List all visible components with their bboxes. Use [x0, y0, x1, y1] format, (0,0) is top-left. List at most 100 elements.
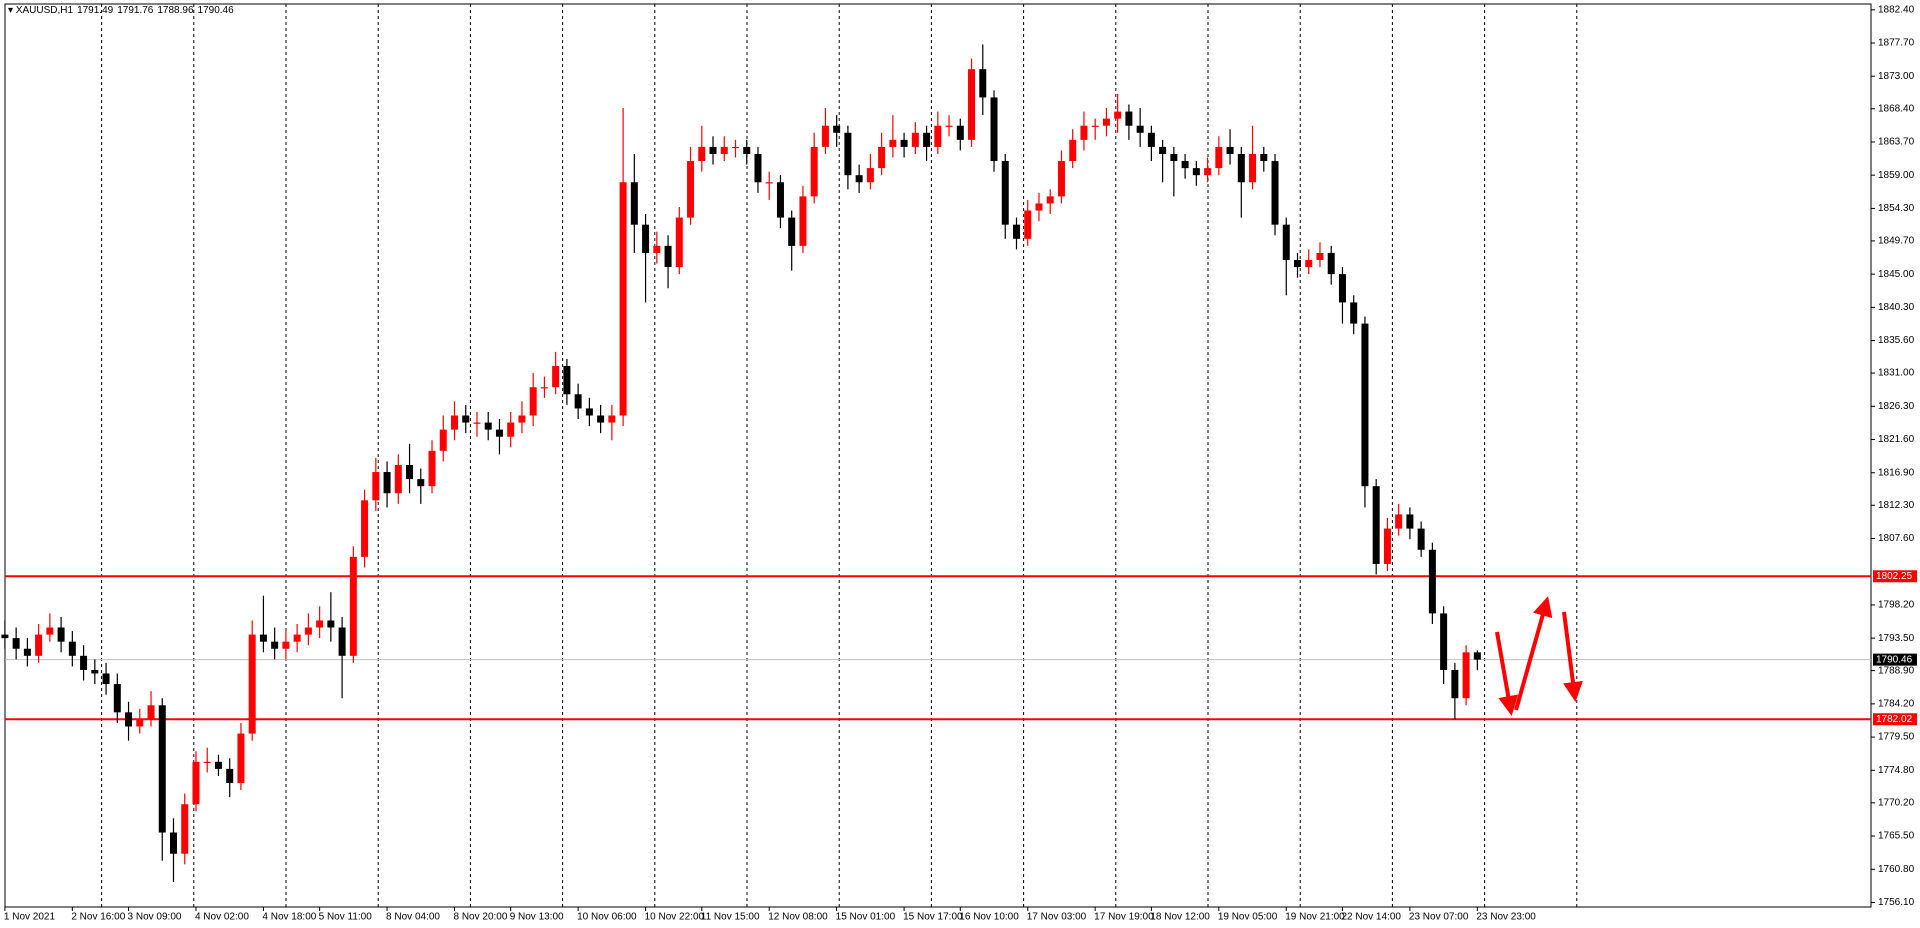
y-tick-label: 1798.20 [1878, 600, 1915, 611]
candle-body [642, 224, 650, 253]
level-label-bg [1873, 713, 1917, 726]
x-tick-label: 16 Nov 10:00 [959, 912, 1019, 923]
y-tick-label: 1784.20 [1878, 699, 1915, 710]
candle-body [889, 139, 897, 147]
last-open: 1791.49 [77, 5, 114, 16]
candle-body [990, 97, 998, 162]
y-tick-label: 1859.00 [1878, 170, 1915, 181]
x-tick-label: 2 Nov 16:00 [71, 912, 125, 923]
candle-body [765, 182, 773, 184]
candle-body [417, 479, 425, 487]
candle-body [451, 415, 458, 430]
candle-body [226, 768, 234, 784]
candle-body [46, 627, 54, 635]
candle-body [1282, 224, 1290, 261]
candle-body [23, 648, 31, 656]
candle-body [1, 634, 9, 639]
symbol: XAUUSD,H1 [15, 5, 74, 16]
candle-body [1417, 528, 1425, 550]
candle-body [12, 638, 20, 649]
candle-body [1080, 125, 1088, 140]
x-tick-label: 9 Nov 13:00 [510, 912, 564, 923]
candle-body [675, 217, 683, 268]
price-label: 1790.46 [1876, 654, 1913, 665]
candle-body [1159, 146, 1167, 154]
candle-body [664, 245, 672, 268]
candle-body [1181, 161, 1189, 169]
y-tick-label: 1793.50 [1878, 633, 1915, 644]
candle-body [1350, 302, 1358, 324]
candle-body [327, 620, 335, 628]
candle-body [473, 422, 481, 424]
x-tick-label: 23 Nov 23:00 [1476, 912, 1536, 923]
candle-body [1024, 210, 1032, 239]
candle-body [687, 161, 695, 218]
candle-body [945, 125, 953, 127]
candle-body [585, 408, 593, 416]
candle-body [35, 634, 43, 656]
candle-body [878, 146, 886, 169]
y-tick-label: 1807.60 [1878, 533, 1915, 544]
y-tick-label: 1840.30 [1878, 302, 1915, 313]
candle-body [1046, 196, 1054, 204]
candle-body [1271, 161, 1279, 225]
candle-body [810, 146, 818, 197]
y-tick-label: 1774.80 [1878, 765, 1915, 776]
last-high: 1791.76 [117, 5, 154, 16]
candle-body [1069, 139, 1077, 162]
candle-body [1226, 146, 1234, 154]
vertical-grid [101, 4, 1578, 907]
candle-body [709, 146, 717, 154]
candle-body [934, 125, 942, 147]
candle-body [754, 153, 762, 183]
candle-body [619, 182, 627, 416]
candle-body [1192, 168, 1200, 176]
chart-header: ▾ XAUUSD,H1 1791.49 1791.76 1788.96 1790.46 [8, 5, 234, 16]
plot-layer: 1882.40 1877.70 1873.00 1868.40 1863.70 1859.… [1, 4, 1917, 923]
candle-body [214, 761, 222, 769]
candle-body [1428, 549, 1436, 614]
candle-body [383, 472, 391, 494]
candle-body [394, 464, 402, 494]
candle-body [529, 387, 537, 416]
candle-body [821, 125, 829, 147]
candle-body [743, 146, 751, 154]
candle-body [1294, 260, 1301, 268]
candle-body [844, 132, 852, 176]
x-tick-label: 8 Nov 20:00 [454, 912, 508, 923]
candle-body [833, 125, 841, 133]
candle-body [855, 175, 863, 183]
candle-body [788, 217, 796, 246]
candle-body [732, 146, 739, 149]
candle-body [361, 500, 369, 557]
candle-body [540, 387, 548, 389]
arrow [1562, 611, 1583, 702]
x-tick-label: 5 Nov 11:00 [319, 912, 373, 923]
candle-body [866, 168, 874, 183]
candle-body [406, 464, 414, 480]
y-tick-label: 1863.70 [1878, 137, 1915, 148]
candle-body [304, 627, 312, 635]
candle-body [1372, 486, 1380, 564]
candle-body [799, 196, 807, 246]
y-tick-label: 1831.00 [1878, 368, 1915, 379]
candle-body [1451, 669, 1459, 699]
candle-body [1215, 146, 1223, 169]
candle-body [1327, 252, 1335, 275]
x-tick-label: 4 Nov 18:00 [262, 912, 316, 923]
y-tick-label: 1882.40 [1878, 4, 1915, 15]
candle-body [80, 655, 88, 670]
candle-body [900, 139, 908, 147]
candle-body [237, 733, 245, 784]
candle-body [1462, 652, 1470, 699]
price-label-bg [1873, 653, 1917, 666]
candle-body [125, 712, 133, 727]
candle-body [597, 415, 605, 423]
candle-body [259, 634, 267, 642]
x-tick-label: 18 Nov 12:00 [1150, 912, 1210, 923]
candle-body [630, 182, 638, 225]
candle-body [518, 415, 526, 423]
candle-body [428, 450, 436, 487]
candle-body [720, 146, 728, 154]
